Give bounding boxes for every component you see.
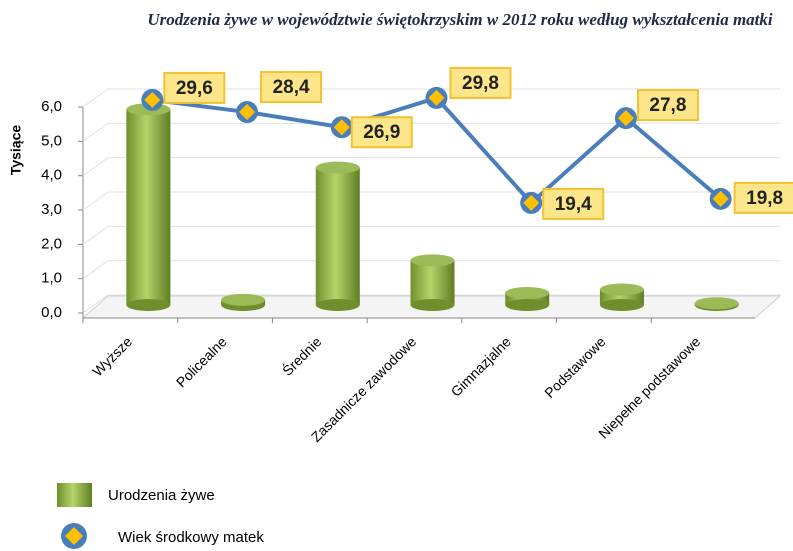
bar-body (410, 260, 455, 305)
legend-swatch (65, 527, 83, 545)
bar-top (410, 254, 455, 267)
bar-base (410, 299, 455, 311)
legend-swatch (57, 483, 92, 507)
data-label: 19,8 (746, 188, 783, 209)
bar-base (505, 299, 550, 311)
grid-line (82, 294, 780, 314)
grid-line (82, 122, 780, 142)
y-tick-label: 2,0 (41, 235, 62, 252)
data-label-box (163, 71, 226, 104)
y-tick-label: 4,0 (41, 167, 62, 184)
bar (694, 297, 739, 311)
data-label: 29,6 (176, 78, 213, 99)
data-label-box (260, 71, 323, 104)
bar-top (505, 286, 550, 299)
data-label-box (542, 187, 605, 220)
bar (410, 254, 455, 311)
bar-base (315, 299, 360, 311)
marker-inner (428, 89, 445, 106)
data-label: 26,9 (363, 122, 400, 143)
chart-title: Urodzenia żywe w województwie świętokrzy… (147, 10, 773, 29)
marker-inner (333, 119, 350, 136)
x-tick-label: Średnie (278, 333, 324, 379)
y-tick-label: 3,0 (41, 201, 62, 218)
legend-label: Wiek środkowy matek (118, 529, 264, 546)
bar (599, 283, 644, 311)
bar (126, 103, 171, 311)
x-tick-label: Wyższe (89, 333, 135, 379)
y-tick-label: 6,0 (41, 98, 62, 115)
data-label-box (350, 116, 413, 149)
bar (505, 286, 550, 311)
bar-body (315, 167, 360, 305)
x-tick-label: Podstawowe (541, 333, 609, 401)
y-axis-title: Tysiące (8, 125, 24, 176)
data-label: 27,8 (649, 95, 686, 116)
marker-inner (712, 190, 729, 207)
bar-top (599, 283, 644, 296)
bar-top (315, 161, 360, 174)
bar-top (694, 297, 739, 310)
y-tick-label: 5,0 (41, 132, 62, 149)
y-tick-label: 1,0 (41, 270, 62, 287)
bar-top (221, 293, 266, 306)
marker-inner (144, 91, 161, 108)
grid-line (82, 225, 780, 245)
bar-base (126, 299, 171, 311)
grid-line (82, 260, 780, 280)
marker-inner (617, 110, 634, 127)
data-label-box (733, 181, 793, 214)
data-label-box (636, 89, 699, 122)
bar-body (126, 109, 171, 305)
bar (315, 161, 360, 311)
legend-label: Urodzenia żywe (108, 487, 215, 504)
data-label: 19,4 (555, 194, 592, 215)
bar-base (599, 299, 644, 311)
bar (221, 293, 266, 311)
marker-inner (523, 194, 540, 211)
marker-inner (239, 104, 256, 121)
grid-line (82, 88, 780, 108)
grid-line (82, 157, 780, 177)
x-tick-label: Gimnazjalne (448, 333, 514, 399)
data-label-box (449, 66, 512, 99)
x-tick-label: Niepełne podstawowe (595, 333, 703, 441)
x-tick-label: Policealne (173, 333, 230, 390)
y-tick-label: 0,0 (41, 304, 62, 321)
grid-line (82, 191, 780, 211)
data-label: 29,8 (462, 73, 499, 94)
x-tick-label: Zasadnicze zawodowe (308, 333, 420, 445)
data-label: 28,4 (273, 77, 310, 98)
